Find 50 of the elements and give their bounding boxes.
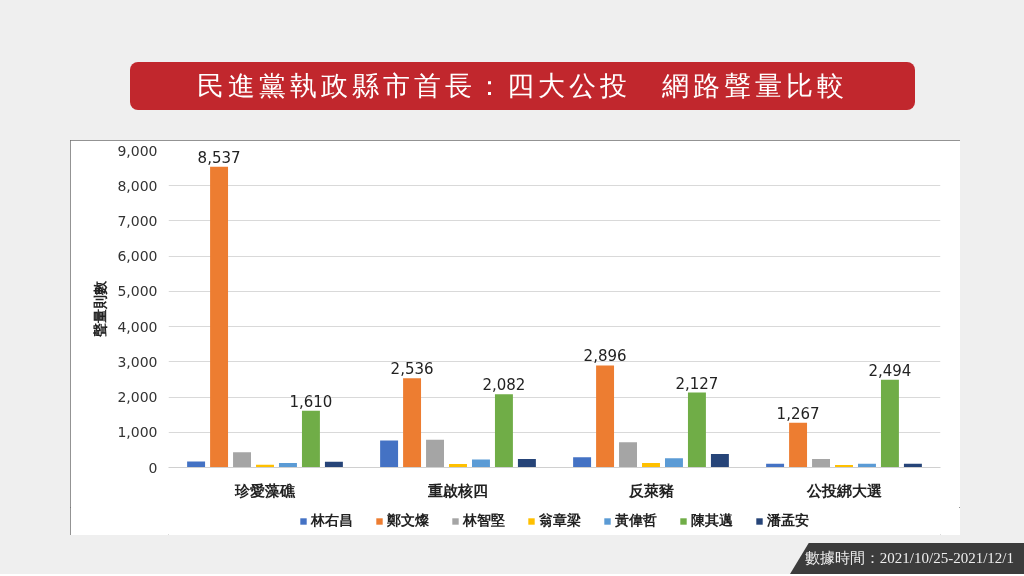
y-tick-label: 5,000 — [117, 283, 158, 300]
y-tick-label: 6,000 — [117, 248, 158, 265]
data-label: 8,537 — [197, 148, 241, 167]
y-tick-label: 7,000 — [117, 212, 158, 229]
data-label: 1,610 — [289, 392, 333, 411]
y-tick-label: 3,000 — [117, 353, 158, 370]
bar — [233, 452, 252, 468]
legend-label: 林智堅 — [463, 512, 505, 530]
bar — [573, 457, 592, 468]
data-label: 2,082 — [482, 376, 526, 395]
bar — [619, 442, 638, 468]
x-tick-label: 珍愛藻礁 — [234, 481, 296, 500]
data-label: 2,494 — [868, 361, 912, 380]
y-tick-label: 2,000 — [117, 389, 158, 406]
bar — [301, 410, 320, 468]
y-tick-label: 8,000 — [117, 177, 158, 194]
bar — [687, 392, 706, 468]
bar — [596, 365, 615, 468]
legend-label: 陳其邁 — [691, 512, 733, 530]
text: 數據時間：2021/10/25-2021/12/1 — [804, 549, 1014, 568]
bar — [880, 379, 899, 468]
x-tick-label: 重啟核四 — [427, 481, 488, 500]
legend-label: 林右昌 — [311, 512, 353, 530]
bar — [403, 378, 422, 468]
bar — [664, 458, 683, 468]
bar — [517, 459, 536, 468]
y-tick-label: 1,000 — [117, 424, 158, 441]
legend-label: 翁章梁 — [539, 512, 581, 530]
bar — [812, 459, 831, 468]
bar — [426, 439, 445, 468]
chart-title: 民進黨執政縣市首長：四大公投 網路聲量比較 — [197, 69, 848, 103]
y-tick-label: 4,000 — [117, 318, 158, 335]
data-label: 1,267 — [776, 404, 820, 423]
data-label: 2,896 — [583, 347, 627, 366]
data-label: 2,127 — [675, 374, 719, 393]
y-tick-label: 9,000 — [117, 142, 158, 159]
y-axis-title: 聲量則數 — [92, 280, 109, 338]
bar — [494, 394, 513, 468]
x-tick-label: 公投綁大選 — [805, 481, 883, 500]
legend-label: 黃偉哲 — [615, 512, 657, 530]
bar — [210, 166, 229, 468]
bar — [789, 422, 808, 468]
legend-label: 鄭文燦 — [387, 512, 429, 530]
legend-label: 潘孟安 — [767, 512, 809, 530]
y-tick-label: 0 — [148, 459, 158, 476]
data-label: 2,536 — [390, 360, 434, 379]
bar — [710, 454, 729, 468]
x-tick-label: 反萊豬 — [627, 481, 674, 500]
bar — [380, 440, 399, 468]
bar — [471, 459, 490, 468]
